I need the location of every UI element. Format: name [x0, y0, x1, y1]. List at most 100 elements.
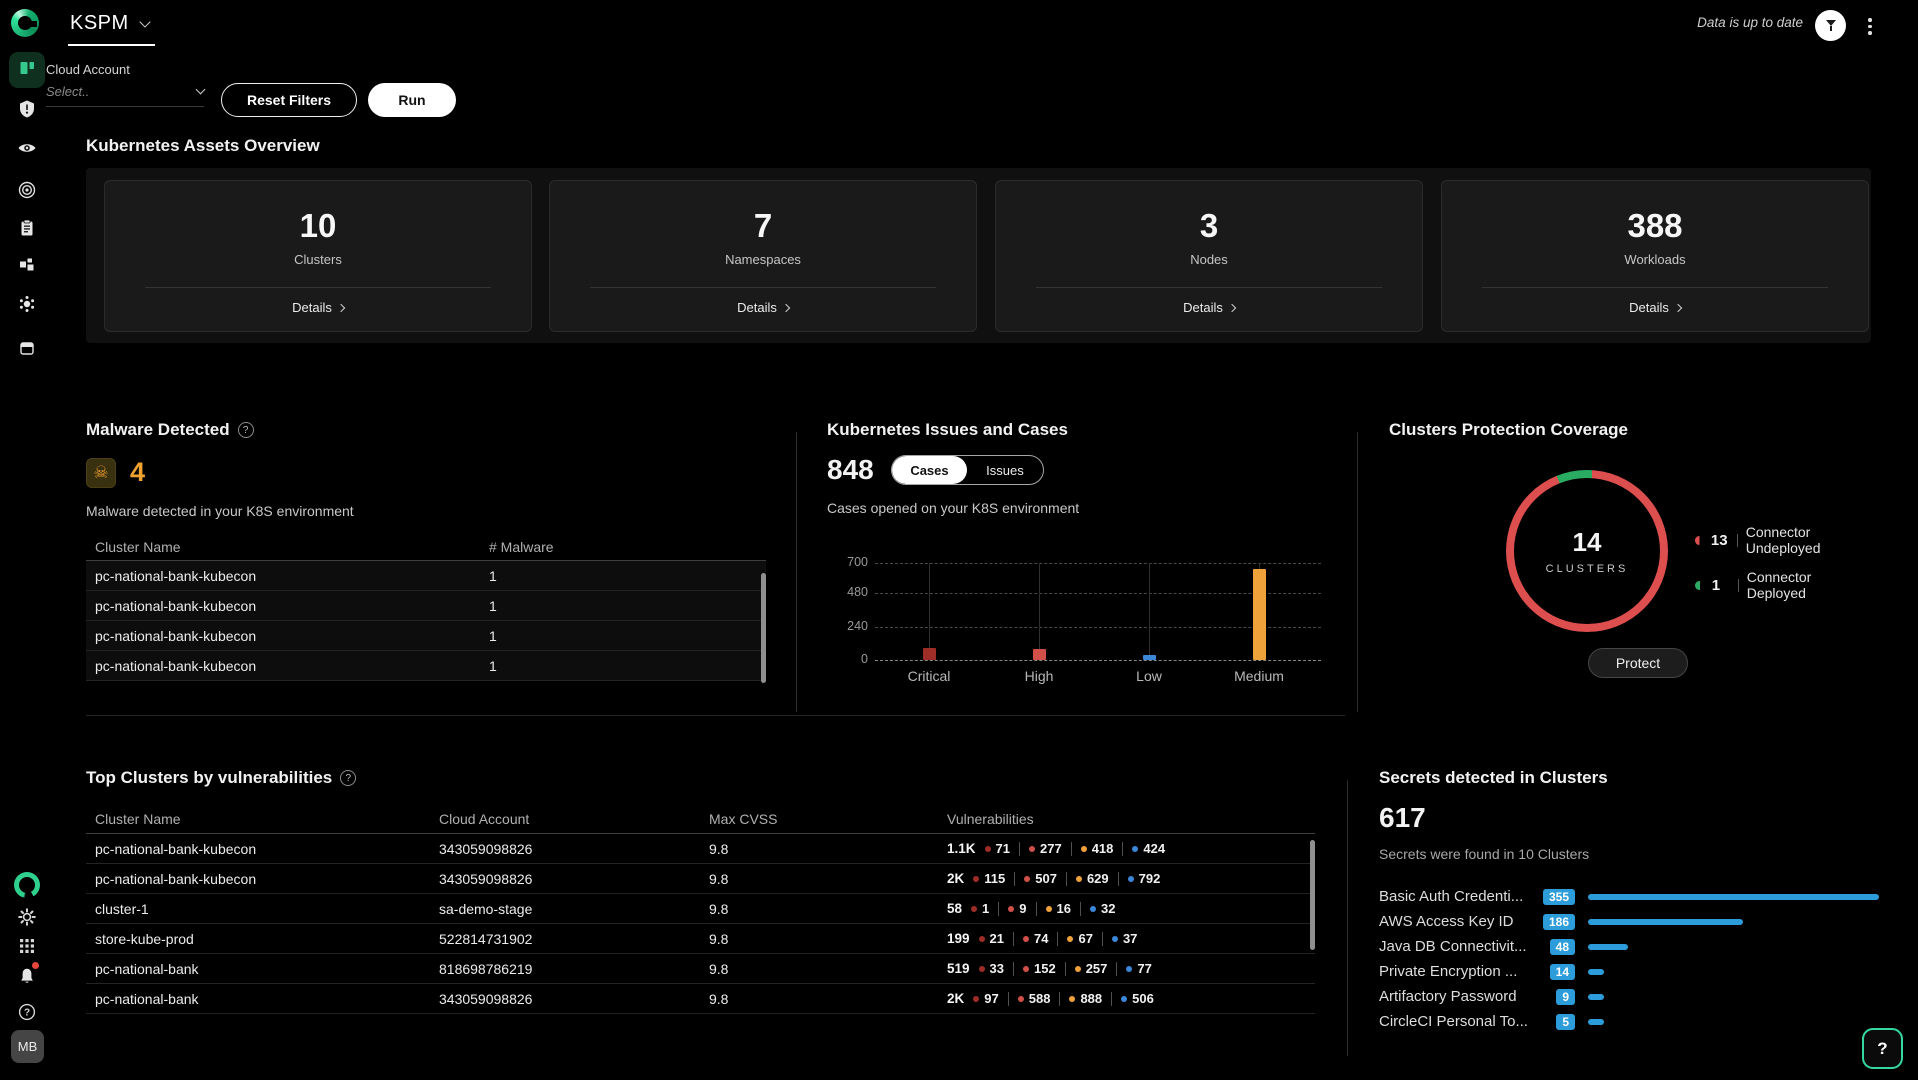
secret-row[interactable]: Artifactory Password 9 [1379, 984, 1879, 1009]
avatar[interactable]: MB [11, 1030, 44, 1063]
severity-count: 21 [989, 931, 1004, 946]
asset-card-namespaces: 7 Namespaces Details [549, 180, 977, 332]
low-dot-icon [1089, 905, 1096, 912]
secret-row[interactable]: Private Encryption ... 14 [1379, 959, 1879, 984]
funnel-icon [1825, 20, 1836, 26]
asset-card-nodes: 3 Nodes Details [995, 180, 1423, 332]
malware-table-row[interactable]: pc-national-bank-kubecon 1 [86, 561, 766, 591]
asset-label: Namespaces [725, 252, 801, 267]
legend-item[interactable]: 1 Connector Deployed [1695, 569, 1871, 601]
bar-low[interactable] [1142, 655, 1156, 660]
skull-icon: ☠ [86, 457, 116, 488]
notification-dot [32, 962, 39, 969]
cell-cluster-name: pc-national-bank-kubecon [95, 840, 257, 857]
details-link[interactable]: Details [292, 300, 346, 315]
vulnerability-table-row[interactable]: pc-national-bank 343059098826 9.8 2K 97 588 88… [86, 984, 1315, 1014]
y-axis-tick: 0 [861, 652, 868, 666]
divider [1065, 871, 1067, 886]
asset-value: 3 [1199, 207, 1219, 244]
sidebar-item-notifications[interactable] [0, 962, 54, 986]
severity-critical: 115 [973, 871, 1005, 886]
details-link[interactable]: Details [1629, 300, 1683, 315]
help-circle-icon[interactable]: ? [237, 422, 254, 438]
app-switcher[interactable]: KSPM [68, 12, 155, 46]
malware-table-row[interactable]: pc-national-bank-kubecon 1 [86, 591, 766, 621]
severity-low: 506 [1121, 991, 1154, 1006]
filter-button[interactable] [1815, 10, 1846, 41]
bar-high[interactable] [1032, 649, 1046, 660]
sidebar-item-malware[interactable] [0, 293, 54, 315]
brand-logo-icon[interactable] [11, 9, 39, 37]
vuln-total: 199 [947, 931, 970, 946]
bar-critical[interactable] [922, 648, 936, 660]
vulnerability-table-row[interactable]: cluster-1 sa-demo-stage 9.8 58 1 9 16 32 [86, 894, 1315, 924]
vulnerability-table-row[interactable]: pc-national-bank 818698786219 9.8 519 33 152 2… [86, 954, 1315, 984]
vulnerability-table-row[interactable]: pc-national-bank-kubecon 343059098826 9.8 2… [86, 864, 1315, 894]
asset-value: 10 [299, 207, 337, 244]
tab-issues[interactable]: Issues [986, 462, 1024, 478]
severity-low: 32 [1089, 901, 1115, 916]
vuln-total: 1.1K [947, 841, 976, 856]
bar-medium[interactable] [1252, 568, 1266, 660]
cell-cloud-account: 343059098826 [439, 870, 533, 887]
y-axis-tick: 480 [847, 585, 868, 600]
asset-label: Workloads [1624, 252, 1686, 267]
malware-table-header: Cluster Name # Malware [86, 533, 766, 561]
bell-icon [17, 962, 39, 986]
chevron-right-icon [1227, 303, 1237, 312]
legend-item[interactable]: 13 Connector Undeployed [1695, 524, 1871, 556]
sidebar-item-help[interactable]: ? [0, 1002, 54, 1022]
divider [1122, 841, 1124, 856]
sidebar-item-threats[interactable] [0, 99, 54, 119]
tab-cases[interactable]: Cases [891, 456, 968, 484]
details-link[interactable]: Details [1183, 300, 1237, 315]
sidebar-item-inventory[interactable] [0, 255, 54, 275]
help-circle-icon[interactable]: ? [340, 770, 357, 786]
severity-count: 97 [984, 991, 999, 1006]
vulnerabilities-table-scrollbar[interactable] [1310, 840, 1315, 950]
cloud-account-label: Cloud Account [46, 62, 130, 77]
window-icon [17, 338, 37, 358]
cell-vulnerabilities: 519 33 152 257 77 [947, 961, 1315, 976]
gridline [875, 626, 1321, 628]
sidebar-item-dashboard[interactable] [9, 52, 45, 88]
critical-dot-icon [978, 935, 985, 942]
vulnerability-table-row[interactable]: pc-national-bank-kubecon 343059098826 9.8 1… [86, 834, 1315, 864]
sidebar-item-visibility[interactable] [0, 138, 54, 158]
cell-vulnerabilities: 199 21 74 67 37 [947, 931, 1315, 946]
vulnerability-table-row[interactable]: store-kube-prod 522814731902 9.8 199 21 74 67 3… [86, 924, 1315, 954]
reset-filters-button[interactable]: Reset Filters [221, 83, 357, 117]
secret-row[interactable]: Java DB Connectivit... 48 [1379, 934, 1879, 959]
malware-description: Malware detected in your K8S environment [86, 503, 354, 519]
sidebar-item-apps[interactable] [0, 936, 54, 956]
run-button[interactable]: Run [368, 83, 456, 117]
secret-row[interactable]: Basic Auth Credenti... 355 [1379, 884, 1879, 909]
high-dot-icon [1023, 935, 1029, 942]
malware-table-row[interactable]: pc-national-bank-kubecon 1 [86, 651, 766, 681]
protect-button[interactable]: Protect [1588, 648, 1688, 678]
severity-count: 792 [1138, 871, 1161, 886]
medium-dot-icon [1080, 845, 1087, 852]
details-link[interactable]: Details [737, 300, 791, 315]
malware-table-scrollbar[interactable] [761, 573, 766, 683]
secret-row[interactable]: CircleCI Personal To... 5 [1379, 1009, 1879, 1034]
cell-malware-count: 1 [489, 597, 497, 614]
cell-max-cvss: 9.8 [709, 960, 729, 977]
sidebar-item-images[interactable] [0, 338, 54, 358]
kebab-menu-button[interactable] [1862, 16, 1878, 37]
sidebar-item-settings[interactable] [0, 907, 54, 927]
help-fab-button[interactable]: ? [1862, 1028, 1903, 1069]
cloud-account-select[interactable]: Select.. [46, 84, 206, 107]
vulnerabilities-table: Cluster Name Cloud Account Max CVSS Vuln… [86, 804, 1315, 1014]
critical-dot-icon [978, 965, 985, 972]
secret-bar [1588, 893, 1879, 900]
secret-count-badge: 48 [1549, 938, 1575, 955]
sidebar-item-brand[interactable] [0, 872, 54, 898]
severity-medium: 257 [1074, 961, 1107, 976]
sidebar-item-scope[interactable] [0, 180, 54, 200]
sidebar-item-reports[interactable] [0, 218, 54, 238]
secret-row[interactable]: AWS Access Key ID 186 [1379, 909, 1879, 934]
divider [590, 287, 936, 288]
malware-table-row[interactable]: pc-national-bank-kubecon 1 [86, 621, 766, 651]
secret-bar [1588, 918, 1743, 925]
